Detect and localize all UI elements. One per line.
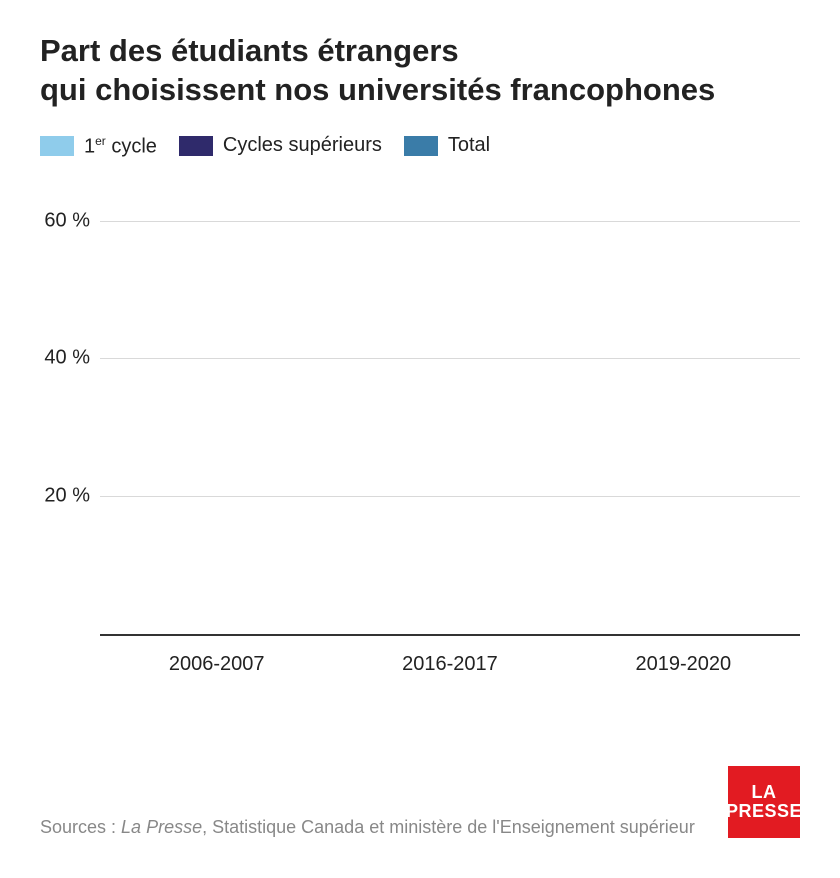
footer: Sources : La Presse, Statistique Canada …: [40, 766, 800, 838]
legend: 1er cycle Cycles supérieurs Total: [40, 134, 800, 159]
source-text: Sources : La Presse, Statistique Canada …: [40, 817, 695, 838]
legend-item-cycles-sup: Cycles supérieurs: [179, 134, 382, 157]
source-rest: , Statistique Canada et ministère de l'E…: [202, 817, 695, 837]
legend-item-total: Total: [404, 134, 490, 157]
source-italic: La Presse: [121, 817, 202, 837]
legend-item-cycle1: 1er cycle: [40, 134, 157, 159]
title-line-2: qui choisissent nos universités francoph…: [40, 72, 715, 107]
logo-line-1: LA: [752, 783, 777, 802]
logo-line-2: PRESSE: [726, 802, 802, 821]
x-tick-label: 2016-2017: [357, 653, 543, 676]
x-tick-label: 2006-2007: [124, 653, 310, 676]
y-tick-label: 60 %: [40, 209, 90, 232]
legend-label: 1er cycle: [84, 134, 157, 159]
bar-chart: 34 %57 %41 %40 %58 %47 %41 %57 %48 % 20 …: [40, 176, 800, 696]
legend-swatch: [404, 136, 438, 156]
chart-title: Part des étudiants étrangers qui choisis…: [40, 32, 800, 110]
gridline: [100, 221, 800, 222]
x-tick-label: 2019-2020: [590, 653, 776, 676]
x-axis-labels: 2006-2007 2016-2017 2019-2020: [100, 653, 800, 676]
legend-label: Cycles supérieurs: [223, 134, 382, 157]
la-presse-logo: LA PRESSE: [728, 766, 800, 838]
plot-area: 34 %57 %41 %40 %58 %47 %41 %57 %48 % 20 …: [100, 186, 800, 636]
legend-swatch: [179, 136, 213, 156]
source-prefix: Sources :: [40, 817, 121, 837]
title-line-1: Part des étudiants étrangers: [40, 33, 459, 68]
gridline: [100, 496, 800, 497]
legend-label: Total: [448, 134, 490, 157]
legend-swatch: [40, 136, 74, 156]
y-tick-label: 40 %: [40, 347, 90, 370]
y-tick-label: 20 %: [40, 485, 90, 508]
gridline: [100, 358, 800, 359]
bar-groups: 34 %57 %41 %40 %58 %47 %41 %57 %48 %: [100, 186, 800, 634]
